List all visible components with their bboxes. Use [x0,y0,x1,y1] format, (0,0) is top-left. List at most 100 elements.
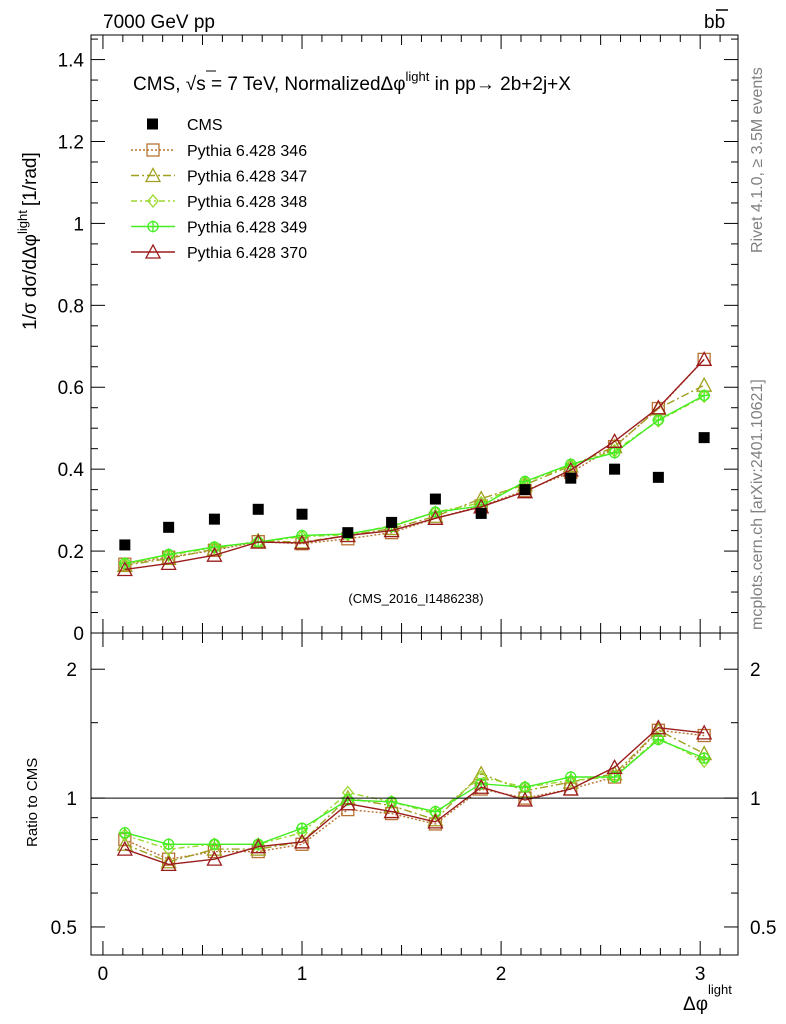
pythia-347-ratio-point-0 [116,835,133,851]
pythia-346-ratio-point-13 [697,728,711,743]
legend-pythia-347-label: Pythia 6.428 347 [187,169,307,186]
pythia-370-ratio-point-10 [562,780,579,796]
legend-pythia-349-marker [147,220,159,233]
pythia-349-ratio-point-13 [698,752,711,765]
title-prefix: CMS, [133,74,186,95]
pythia-349-ratio-point-1 [162,838,175,851]
main-ytick-label-5: 1 [73,214,84,235]
pythia-349-point-12 [652,414,665,427]
pythia-348-ratio-point-4 [296,825,308,840]
pythia-349-ratio-point-0 [118,826,131,839]
ratio-ytick-label-left-0: 0.5 [51,918,77,939]
title-superscript: light [406,69,430,84]
cms-data-point-11 [609,463,621,475]
legend-pythia-349-label: Pythia 6.428 349 [187,220,307,237]
pythia-347-point-0 [116,557,133,573]
pythia-370-point-2 [206,546,223,562]
xtick-label-0: 0 [98,964,109,985]
legend-cms-marker [147,118,158,130]
pythia-349-ratio-point-4 [296,822,309,835]
header-process-base: b [704,12,715,33]
ratio-ytick-label-right-1: 1 [750,789,761,810]
main-ytick-label-0: 0 [73,624,84,645]
pythia-370-point-12 [650,399,667,415]
plot-title: CMS, √s = 7 TeV, NormalizedΔφlight in pp… [133,69,571,95]
pythia-348-ratio-line [124,737,705,850]
pythia-370-ratio-point-6 [383,803,400,819]
cms-data-point-5 [342,527,354,539]
xtick-label-2: 2 [496,964,507,985]
legend-pythia-370-marker [144,243,162,259]
title-process: in pp→ 2b+2j+X [429,74,571,95]
pythia-349-ratio-point-11 [608,771,621,784]
pythia-370-ratio-point-2 [206,850,223,866]
cms-data-point-1 [163,521,175,533]
ratio-y-axis-label: Ratio to CMS [24,758,41,847]
header-process-bar: b [715,12,726,33]
pythia-370-point-1 [160,554,177,571]
pythia-370-point-13 [696,351,713,367]
main-ytick-label-3: 0.6 [58,378,84,399]
pythia-370-ratio-point-3 [250,838,267,854]
cms-data-point-2 [208,513,220,525]
legend-pythia-346-marker [146,143,160,157]
ratio-ytick-label-right-0: 0.5 [750,918,776,939]
y-axis-label-unit: [1/rad] [20,152,41,206]
main-ytick-label-4: 0.8 [58,296,84,317]
pythia-370-ratio-point-4 [293,833,311,849]
pythia-346-ratio-point-1 [161,852,176,866]
cms-data-point-4 [296,508,308,520]
main-ytick-label-2: 0.4 [58,460,85,481]
header-energy-label: 7000 GeV pp [103,12,215,33]
pythia-370-ratio-point-1 [160,856,177,872]
pythia-349-line [124,394,705,565]
cms-data-point-0 [119,539,131,551]
pythia-347-line [124,384,705,567]
pythia-370-point-3 [250,533,267,549]
xtick-label-1: 1 [297,964,308,985]
cms-data-point-9 [519,484,531,496]
pythia-370-ratio-point-0 [116,840,133,856]
main-ytick-label-7: 1.4 [58,51,85,72]
axis-ticks: 0 0.2 0.4 0.6 0.8 1 1.2 1.4 0 1 2 3 0.5 0.5 1 1 2 2 [51,35,776,985]
title-sqrt-sign: √ [186,74,197,95]
cms-data-point-10 [565,472,577,484]
pythia-370-ratio-point-5 [339,795,356,811]
pythia-349-point-1 [162,548,175,561]
pythia-370-ratio-point-13 [696,724,713,740]
y-axis-label-main: 1/σ dσ/dΔφ [20,234,41,330]
legend-pythia-348-label: Pythia 6.428 348 [187,194,307,211]
xtick-label-3: 3 [695,964,706,985]
pythia-370-point-0 [116,561,133,577]
pythia-349-ratio-point-12 [652,733,665,746]
legend-pythia-346-label: Pythia 6.428 346 [187,143,307,160]
pythia-347-ratio-line [124,729,705,863]
ratio-series-group [116,719,713,872]
ratio-panel-frame [90,632,739,956]
pythia-346-ratio-line [124,729,705,860]
cms-data-point-7 [429,493,441,505]
main-series-group [116,351,713,577]
pythia-370-ratio-point-11 [606,758,623,774]
pythia-348-line [124,395,705,565]
pythia-370-ratio-point-8 [473,778,490,794]
rivet-version-label: Rivet 4.1.0, ≥ 3.5M events [749,67,766,253]
pythia-347-ratio-point-1 [160,853,177,869]
pythia-348-point-2 [208,540,221,555]
pythia-348-ratio-point-13 [698,754,711,769]
header-process-label: bb [704,12,725,33]
legend: CMS Pythia 6.428 346 Pythia 6.428 347 Pythi… [131,117,307,262]
cms-data-point-13 [698,432,710,444]
pythia-349-point-13 [698,389,711,402]
cms-data-point-3 [252,503,264,515]
y-axis-label: 1/σ dσ/dΔφlight [1/rad] [15,152,41,330]
legend-pythia-370-label: Pythia 6.428 370 [187,245,307,262]
x-axis-label: Δφlight [683,982,732,1015]
pythia-370-point-11 [606,432,623,448]
cms-data-point-8 [475,507,487,519]
pythia-370-point-6 [383,522,400,538]
pythia-370-line [124,358,705,571]
legend-pythia-348-marker [147,193,159,209]
x-axis-label-sup: light [708,982,732,997]
